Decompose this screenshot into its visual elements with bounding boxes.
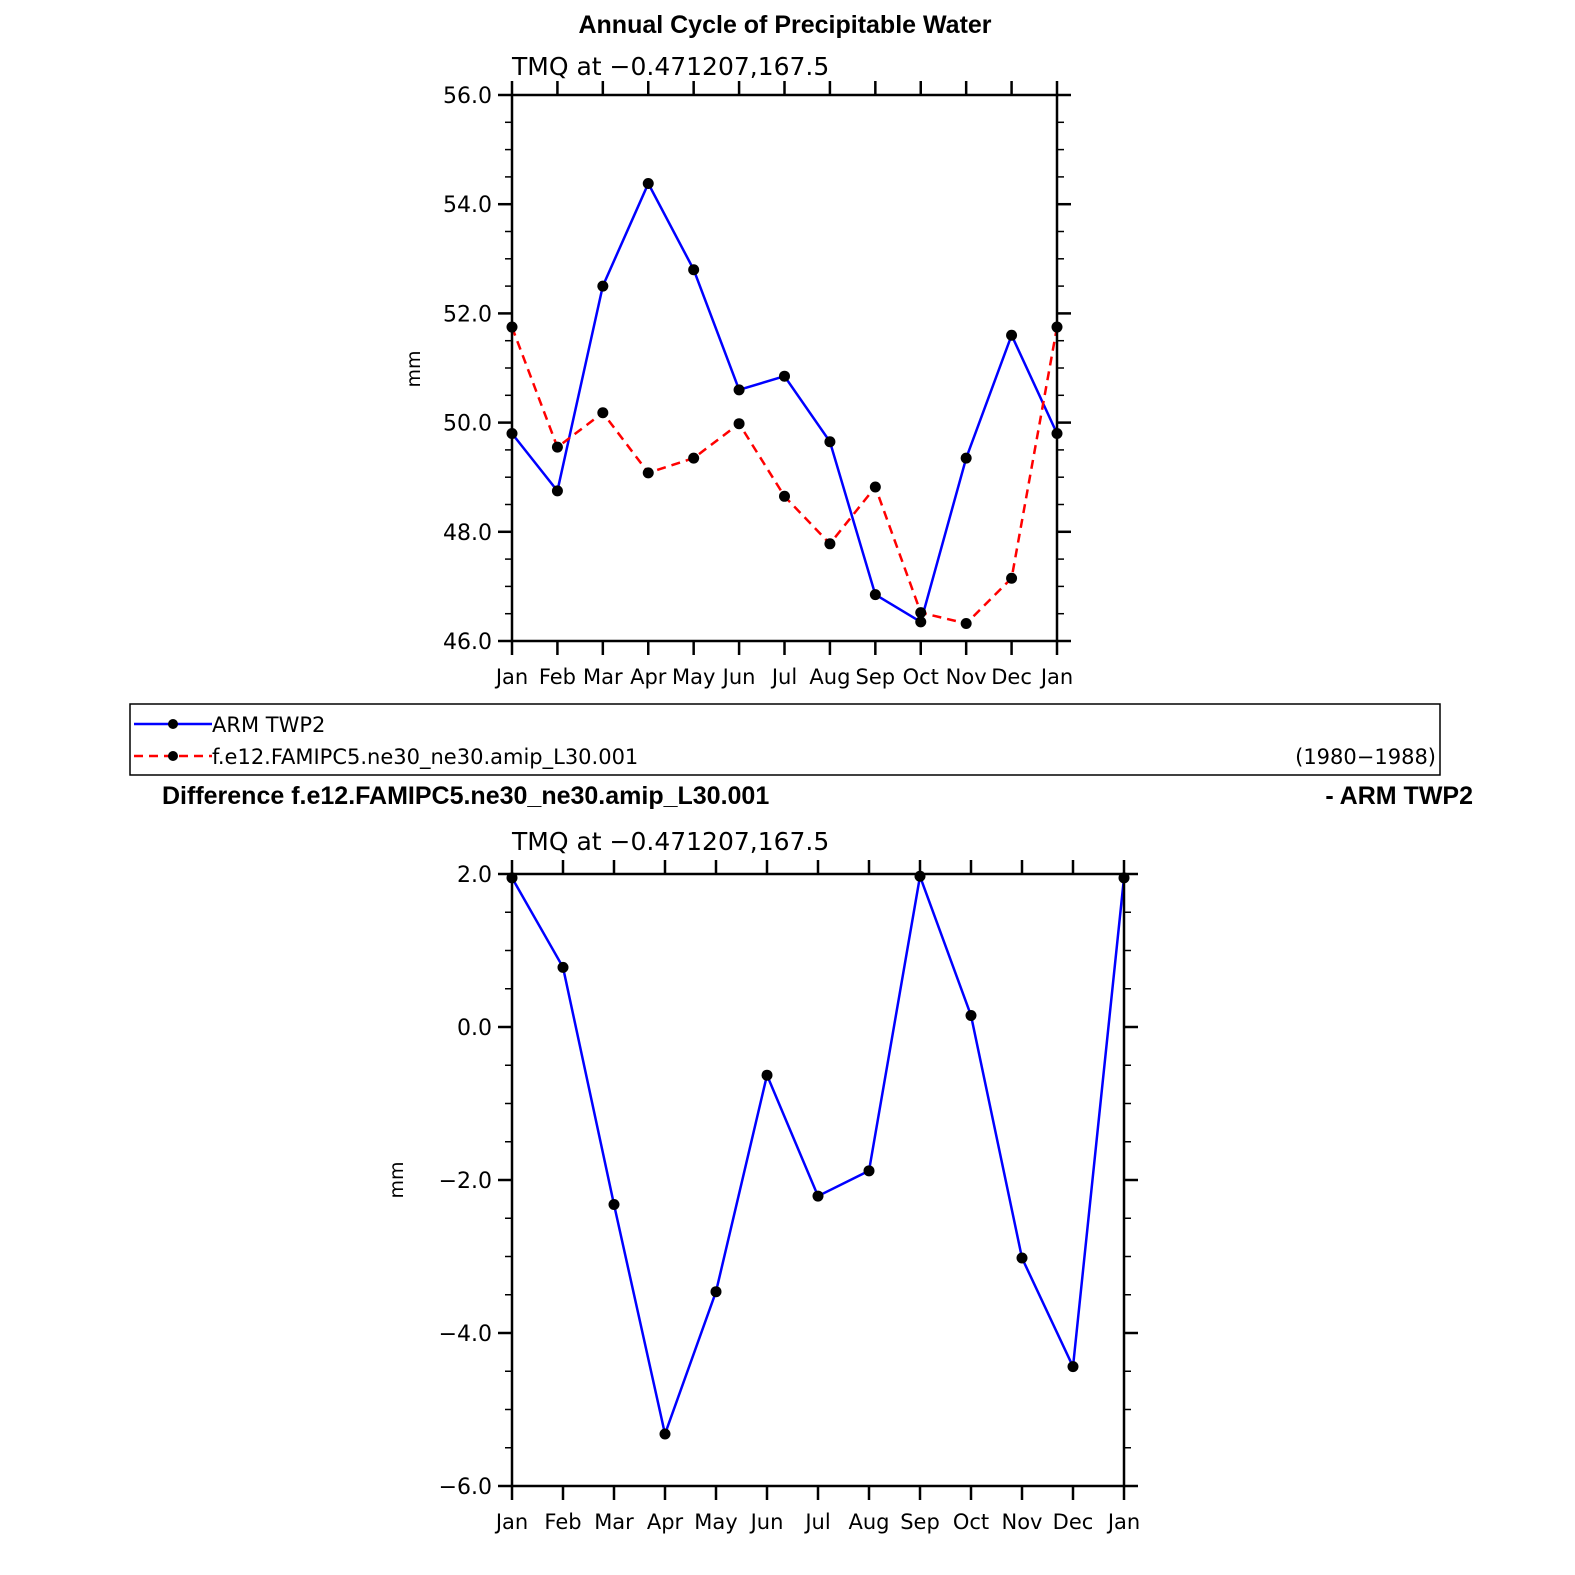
y-tick-label: −6.0 [439, 1475, 492, 1500]
series-1-point [779, 490, 790, 502]
series-0-point [779, 370, 790, 382]
series-1-point [960, 618, 972, 630]
series-1-point [642, 467, 654, 479]
series-0-point [733, 384, 745, 396]
x-tick-label: Dec [1053, 1510, 1094, 1534]
x-tick-label: Jul [803, 1510, 830, 1534]
series-1-point [733, 418, 745, 430]
bottom-chart-subtitle: TMQ at −0.471207,167.5 [511, 827, 829, 856]
series-1-point [1006, 572, 1018, 584]
series-0-point [1067, 1361, 1079, 1373]
series-0-point [557, 961, 569, 973]
series-0-point [1016, 1252, 1028, 1264]
x-tick-label: Dec [991, 665, 1032, 689]
series-1-point [688, 452, 700, 464]
legend-box [129, 703, 1441, 776]
x-tick-label: Jan [1039, 665, 1073, 689]
x-tick-label: Sep [900, 1510, 940, 1534]
series-0-point [812, 1190, 824, 1202]
series-0-point [659, 1428, 671, 1440]
series-0-point [551, 485, 563, 497]
legend-marker-model [168, 751, 178, 761]
top-chart-subtitle: TMQ at −0.471207,167.5 [511, 52, 829, 81]
series-1-point [551, 441, 563, 453]
x-tick-label: Feb [544, 1510, 581, 1534]
series-0-point [597, 280, 609, 292]
series-1-point [915, 607, 927, 619]
y-tick-label: 0.0 [457, 1016, 492, 1041]
series-0-point [761, 1069, 773, 1081]
x-tick-label: Oct [953, 1510, 989, 1534]
x-tick-label: Jan [1106, 1510, 1140, 1534]
x-tick-label: Apr [630, 665, 667, 689]
x-tick-label: May [694, 1510, 737, 1534]
legend-label-model: f.e12.FAMIPC5.ne30_ne30.amip_L30.001 [212, 745, 638, 770]
plot-frame [510, 93, 1059, 643]
y-tick-label: 48.0 [443, 521, 492, 546]
bottom-chart-title: Difference f.e12.FAMIPC5.ne30_ne30.amip_… [162, 782, 769, 810]
x-tick-label: Jun [721, 665, 756, 689]
x-tick-label: Aug [809, 665, 850, 689]
x-tick-label: Mar [583, 665, 623, 689]
series-0-point [642, 177, 654, 189]
x-tick-label: Mar [594, 1510, 634, 1534]
series-0-point [688, 264, 700, 276]
top-y-axis-label: mm [403, 350, 425, 387]
x-tick-label: Sep [856, 665, 896, 689]
series-1-point [824, 538, 836, 550]
plot-frame [510, 872, 1126, 1488]
series-0-point [608, 1198, 620, 1210]
x-tick-label: Jan [494, 1510, 528, 1534]
bottom-chart-title-right: - ARM TWP2 [1325, 782, 1473, 810]
legend-marker-arm [168, 719, 178, 729]
y-tick-label: −4.0 [439, 1322, 492, 1347]
series-line-0 [510, 871, 1126, 1439]
legend-label-arm: ARM TWP2 [212, 713, 325, 737]
series-0-point [863, 1165, 875, 1177]
y-tick-label: −2.0 [439, 1169, 492, 1194]
x-tick-label: Jul [770, 665, 797, 689]
series-0-point [1006, 329, 1018, 341]
legend: ARM TWP2 f.e12.FAMIPC5.ne30_ne30.amip_L3… [129, 703, 1441, 776]
bottom-panel: Difference f.e12.FAMIPC5.ne30_ne30.amip_… [162, 782, 1473, 1534]
y-tick-label: 50.0 [443, 412, 492, 437]
x-tick-label: Jan [494, 665, 528, 689]
x-tick-label: May [672, 665, 715, 689]
series-1-point [597, 407, 609, 419]
y-tick-label: 46.0 [443, 630, 492, 655]
x-tick-label: Oct [903, 665, 939, 689]
bottom-y-axis-label: mm [386, 1161, 408, 1198]
series-0-point [824, 436, 836, 448]
series-0-point [915, 616, 927, 628]
series-0-point [710, 1286, 722, 1298]
x-tick-label: Jun [749, 1510, 784, 1534]
y-tick-label: 54.0 [443, 193, 492, 218]
x-tick-label: Apr [647, 1510, 684, 1534]
x-tick-label: Aug [848, 1510, 889, 1534]
x-tick-label: Nov [1002, 1510, 1043, 1534]
top-chart-title: Annual Cycle of Precipitable Water [578, 11, 991, 39]
x-tick-label: Feb [539, 665, 576, 689]
series-0-point [960, 452, 972, 464]
series-0-point [869, 589, 881, 601]
series-1-point [869, 481, 881, 493]
y-tick-label: 52.0 [443, 302, 492, 327]
series-line-0 [511, 180, 1059, 624]
legend-period: (1980−1988) [1295, 745, 1436, 769]
x-tick-label: Nov [946, 665, 987, 689]
y-tick-label: 2.0 [457, 863, 492, 888]
series-0-point [965, 1010, 977, 1022]
y-tick-label: 56.0 [443, 84, 492, 109]
top-panel: Annual Cycle of Precipitable Water TMQ a… [403, 11, 1073, 689]
